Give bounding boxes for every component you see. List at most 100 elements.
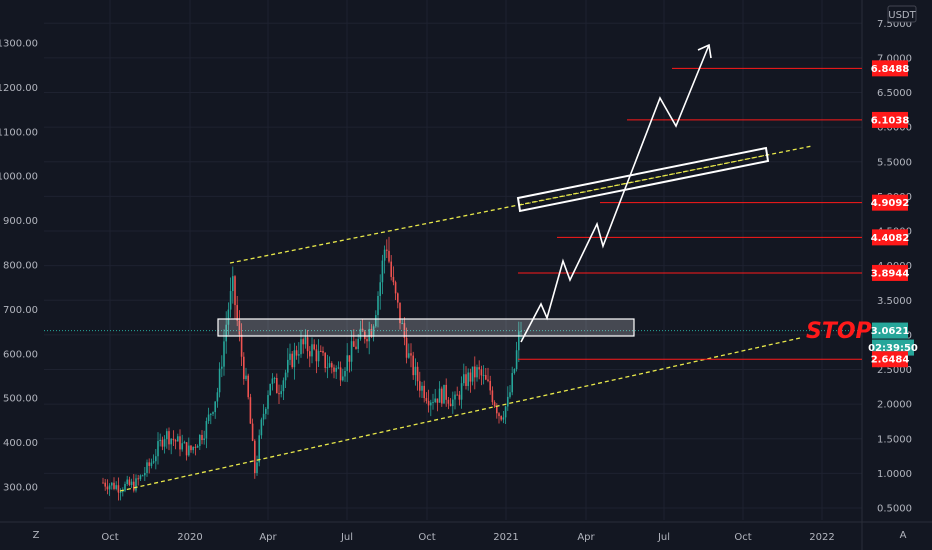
candle-body: [317, 350, 320, 362]
candle-body: [163, 439, 166, 447]
candle-body: [432, 402, 434, 404]
candle-body: [256, 462, 258, 474]
candle-body: [485, 375, 487, 380]
price-tag-label: 6.8488: [871, 64, 910, 75]
x-axis-tick: Jul: [657, 532, 670, 543]
candle-body: [372, 326, 375, 337]
candle-body: [408, 353, 410, 358]
candle-body: [313, 344, 315, 350]
right-axis-tick: 1.5000: [877, 434, 912, 445]
candle-body: [469, 372, 472, 382]
candle-body: [410, 353, 412, 356]
candle-body: [302, 339, 304, 345]
candle-body: [414, 366, 417, 376]
candle-body: [148, 462, 150, 466]
left-axis-tick: 400.00: [3, 438, 38, 449]
candle-body: [348, 355, 351, 362]
x-axis-tick: Oct: [101, 532, 118, 543]
candle-body: [306, 337, 309, 352]
candle-body: [135, 478, 137, 491]
candle-body: [278, 393, 280, 395]
candle-body: [482, 375, 485, 377]
candle-body: [188, 445, 190, 456]
candle-body: [476, 367, 478, 378]
candle-body: [392, 276, 395, 283]
candle-body: [304, 337, 307, 345]
candle-body: [320, 350, 322, 352]
candle-body: [513, 369, 516, 374]
left-price-axis: 300.00 400.00 500.00 600.00 700.00 800.00 900.…: [0, 39, 38, 494]
candle-body: [157, 441, 159, 457]
candle-body: [456, 394, 458, 396]
candle-body: [436, 398, 439, 403]
candle-body: [265, 408, 267, 414]
price-tag-bg: [872, 60, 908, 77]
currency-badge[interactable]: [887, 5, 917, 23]
price-tag-bg: [872, 322, 908, 339]
candle-body: [185, 442, 188, 456]
drawings: [44, 43, 862, 492]
right-axis-tick: 0.5000: [877, 504, 912, 515]
candle-body: [471, 366, 474, 382]
candle-body: [287, 359, 289, 373]
candle-body: [322, 350, 324, 353]
left-axis-tick: 600.00: [3, 349, 38, 360]
left-axis-tick: 300.00: [3, 483, 38, 494]
left-axis-tick: 1000.00: [0, 172, 38, 183]
corner-label-right[interactable]: A: [900, 530, 907, 541]
candle-body: [229, 291, 232, 310]
candle-body: [170, 438, 172, 445]
candle-body: [273, 378, 276, 380]
right-axis-tick: 3.5000: [877, 296, 912, 307]
x-axis-tick: Apr: [259, 532, 277, 543]
left-axis-tick: 800.00: [3, 261, 38, 272]
candle-body: [377, 295, 379, 316]
price-tag-label: 3.0621: [871, 326, 910, 337]
candle-body: [405, 337, 408, 358]
corner-label-left[interactable]: Z: [33, 530, 40, 541]
candle-body: [181, 443, 183, 450]
candle-body: [379, 282, 381, 296]
candle-body: [311, 344, 313, 357]
right-price-axis[interactable]: 0.50001.00001.50002.00002.50003.00003.50…: [868, 19, 918, 515]
candle-body: [339, 367, 342, 381]
candle-body: [128, 479, 131, 485]
price-tag-bg: [872, 229, 908, 246]
candle-body: [399, 302, 401, 324]
right-axis-tick: 2.5000: [877, 365, 912, 376]
price-tag-bg: [872, 111, 908, 128]
candle-body: [342, 376, 344, 381]
candle-body: [359, 328, 362, 339]
resistance-zone: [217, 318, 635, 337]
candle-body: [463, 374, 465, 384]
left-axis-tick: 1200.00: [0, 83, 38, 94]
candle-body: [234, 276, 236, 306]
candle-body: [458, 394, 461, 400]
left-axis-tick: 1300.00: [0, 39, 38, 50]
right-axis-tick: 7.0000: [877, 53, 912, 64]
x-axis-tick: Oct: [734, 532, 751, 543]
candle-body: [139, 475, 142, 480]
candle-body: [412, 355, 414, 376]
currency-label: USDT: [888, 10, 916, 21]
candle-body: [199, 434, 201, 446]
candle-body: [333, 367, 335, 372]
candle-body: [260, 419, 263, 436]
candle-body: [119, 491, 122, 493]
x-axis-tick: 2020: [177, 532, 202, 543]
x-axis-tick: 2022: [809, 532, 834, 543]
candle-body: [478, 367, 480, 370]
candle-body: [280, 391, 282, 395]
candle-body: [267, 395, 269, 409]
candle-body: [293, 350, 296, 368]
candle-body: [269, 383, 271, 396]
candle-body: [357, 338, 359, 349]
candle-body: [236, 305, 238, 321]
candle-body: [218, 368, 221, 393]
candle-body: [441, 388, 443, 404]
time-axis[interactable]: Oct 2020 Apr Jul Oct 2021 Apr Jul Oct 2022: [101, 532, 834, 543]
candle-body: [454, 394, 456, 400]
price-tag-label: 2.6484: [871, 355, 910, 366]
candle-body: [113, 482, 115, 489]
